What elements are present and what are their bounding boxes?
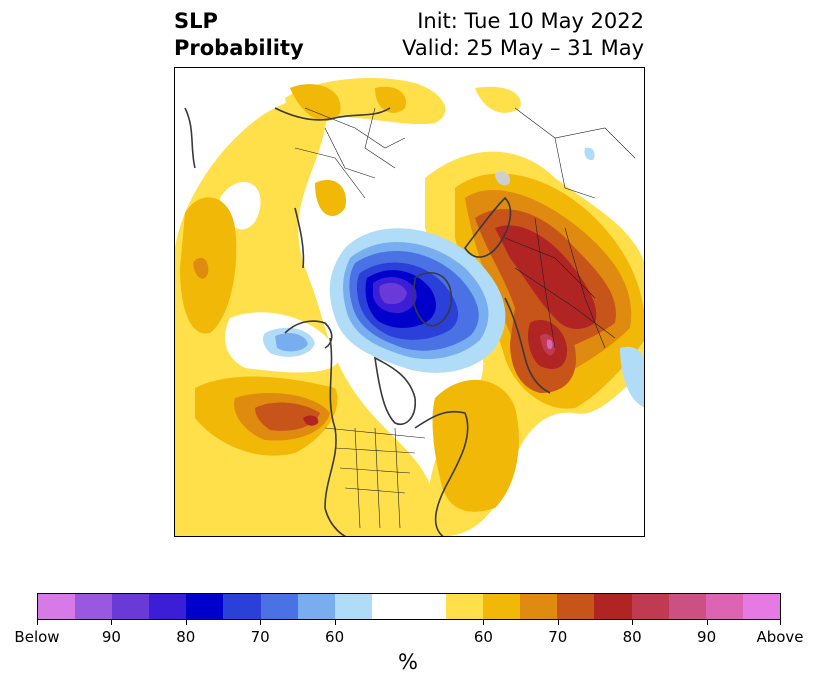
above-65-north: [290, 84, 341, 121]
coastline-atlantic: [414, 410, 469, 536]
colorbar-segment: [594, 594, 632, 619]
coastline-europe: [504, 297, 551, 394]
below-60-east-edge: [620, 346, 644, 408]
above-90-atlantic: [546, 339, 553, 350]
below-90-arctic: [379, 282, 407, 305]
colorbar-segment: [520, 594, 558, 619]
colorbar-segment: [446, 594, 484, 619]
colorbar-segment: [557, 594, 595, 619]
slp-probability-map: [175, 78, 644, 536]
title-slp: SLP: [174, 9, 218, 33]
border-lines-russia: [514, 107, 636, 199]
tick-label-above-90: 90: [697, 628, 717, 646]
above-60-greenland-east: [475, 86, 521, 113]
tick-label-below-80: 80: [176, 628, 196, 646]
title-right: Init: Tue 10 May 2022 Valid: 25 May – 31…: [402, 8, 644, 62]
colorbar-segment: [297, 594, 335, 619]
coastline-hudson-bay: [373, 356, 416, 425]
grey-land-patch: [495, 171, 511, 186]
colorbar-segment: [631, 594, 669, 619]
tick-label-below-90: 90: [101, 628, 121, 646]
tick-label-above-60: 60: [473, 628, 493, 646]
init-date: Init: Tue 10 May 2022: [417, 9, 644, 33]
colorbar-segment: [742, 594, 780, 619]
colorbar-units: %: [398, 650, 418, 674]
colorbar-segment: [483, 594, 521, 619]
colorbar-segment: [149, 594, 187, 619]
tick-label-above-80: 80: [622, 628, 642, 646]
title-probability: Probability: [174, 36, 304, 60]
border-lines-north-america: [324, 427, 426, 529]
colorbar-segment: [38, 594, 76, 619]
map-panel: [174, 67, 645, 537]
above-65-north-central: [315, 179, 346, 216]
above-75-north-pacific: [255, 402, 320, 431]
tick-label-below: Below: [14, 628, 60, 646]
above-80-pacific: [303, 415, 319, 426]
below-60-northeast: [584, 147, 595, 161]
coastline-scandinavia: [464, 196, 512, 258]
title-left: SLP Probability: [174, 8, 304, 62]
tick-label-above: Above: [756, 628, 804, 646]
colorbar-segment: [705, 594, 743, 619]
country-borders: [294, 107, 636, 529]
colorbar-segment: [75, 594, 113, 619]
valid-range: Valid: 25 May – 31 May: [402, 36, 644, 60]
coastline-alaska: [284, 320, 333, 349]
tick-label-below-60: 60: [325, 628, 345, 646]
above-65-northwest: [375, 86, 406, 113]
coastline-north-america: [324, 337, 347, 536]
above-70-west-spot: [193, 257, 209, 279]
below-65-bering: [275, 333, 308, 352]
coastline-asia-north: [274, 107, 391, 121]
colorbar: [37, 593, 781, 620]
colorbar-segment: [334, 594, 372, 619]
colorbar-segment: [260, 594, 298, 619]
colorbar-ticks: Below 90 80 70 60 60 70 80 90 Above: [14, 620, 804, 646]
above-65-north-atlantic: [432, 379, 519, 512]
coastline-japan: [294, 207, 305, 269]
border-lines-asia: [294, 107, 406, 199]
border-lines-europe: [504, 217, 616, 349]
colorbar-segment: [186, 594, 224, 619]
coastlines: [184, 107, 551, 536]
coastline-greenland: [412, 272, 452, 327]
colorbar-segment: [223, 594, 261, 619]
colorbar-segment: [371, 594, 447, 619]
above-80-europe: [495, 225, 597, 330]
coastline-india: [184, 107, 196, 169]
colorbar-segment: [112, 594, 150, 619]
colorbar-segment: [668, 594, 706, 619]
tick-label-above-70: 70: [548, 628, 568, 646]
tick-label-below-70: 70: [250, 628, 270, 646]
above-65-west: [180, 197, 237, 334]
